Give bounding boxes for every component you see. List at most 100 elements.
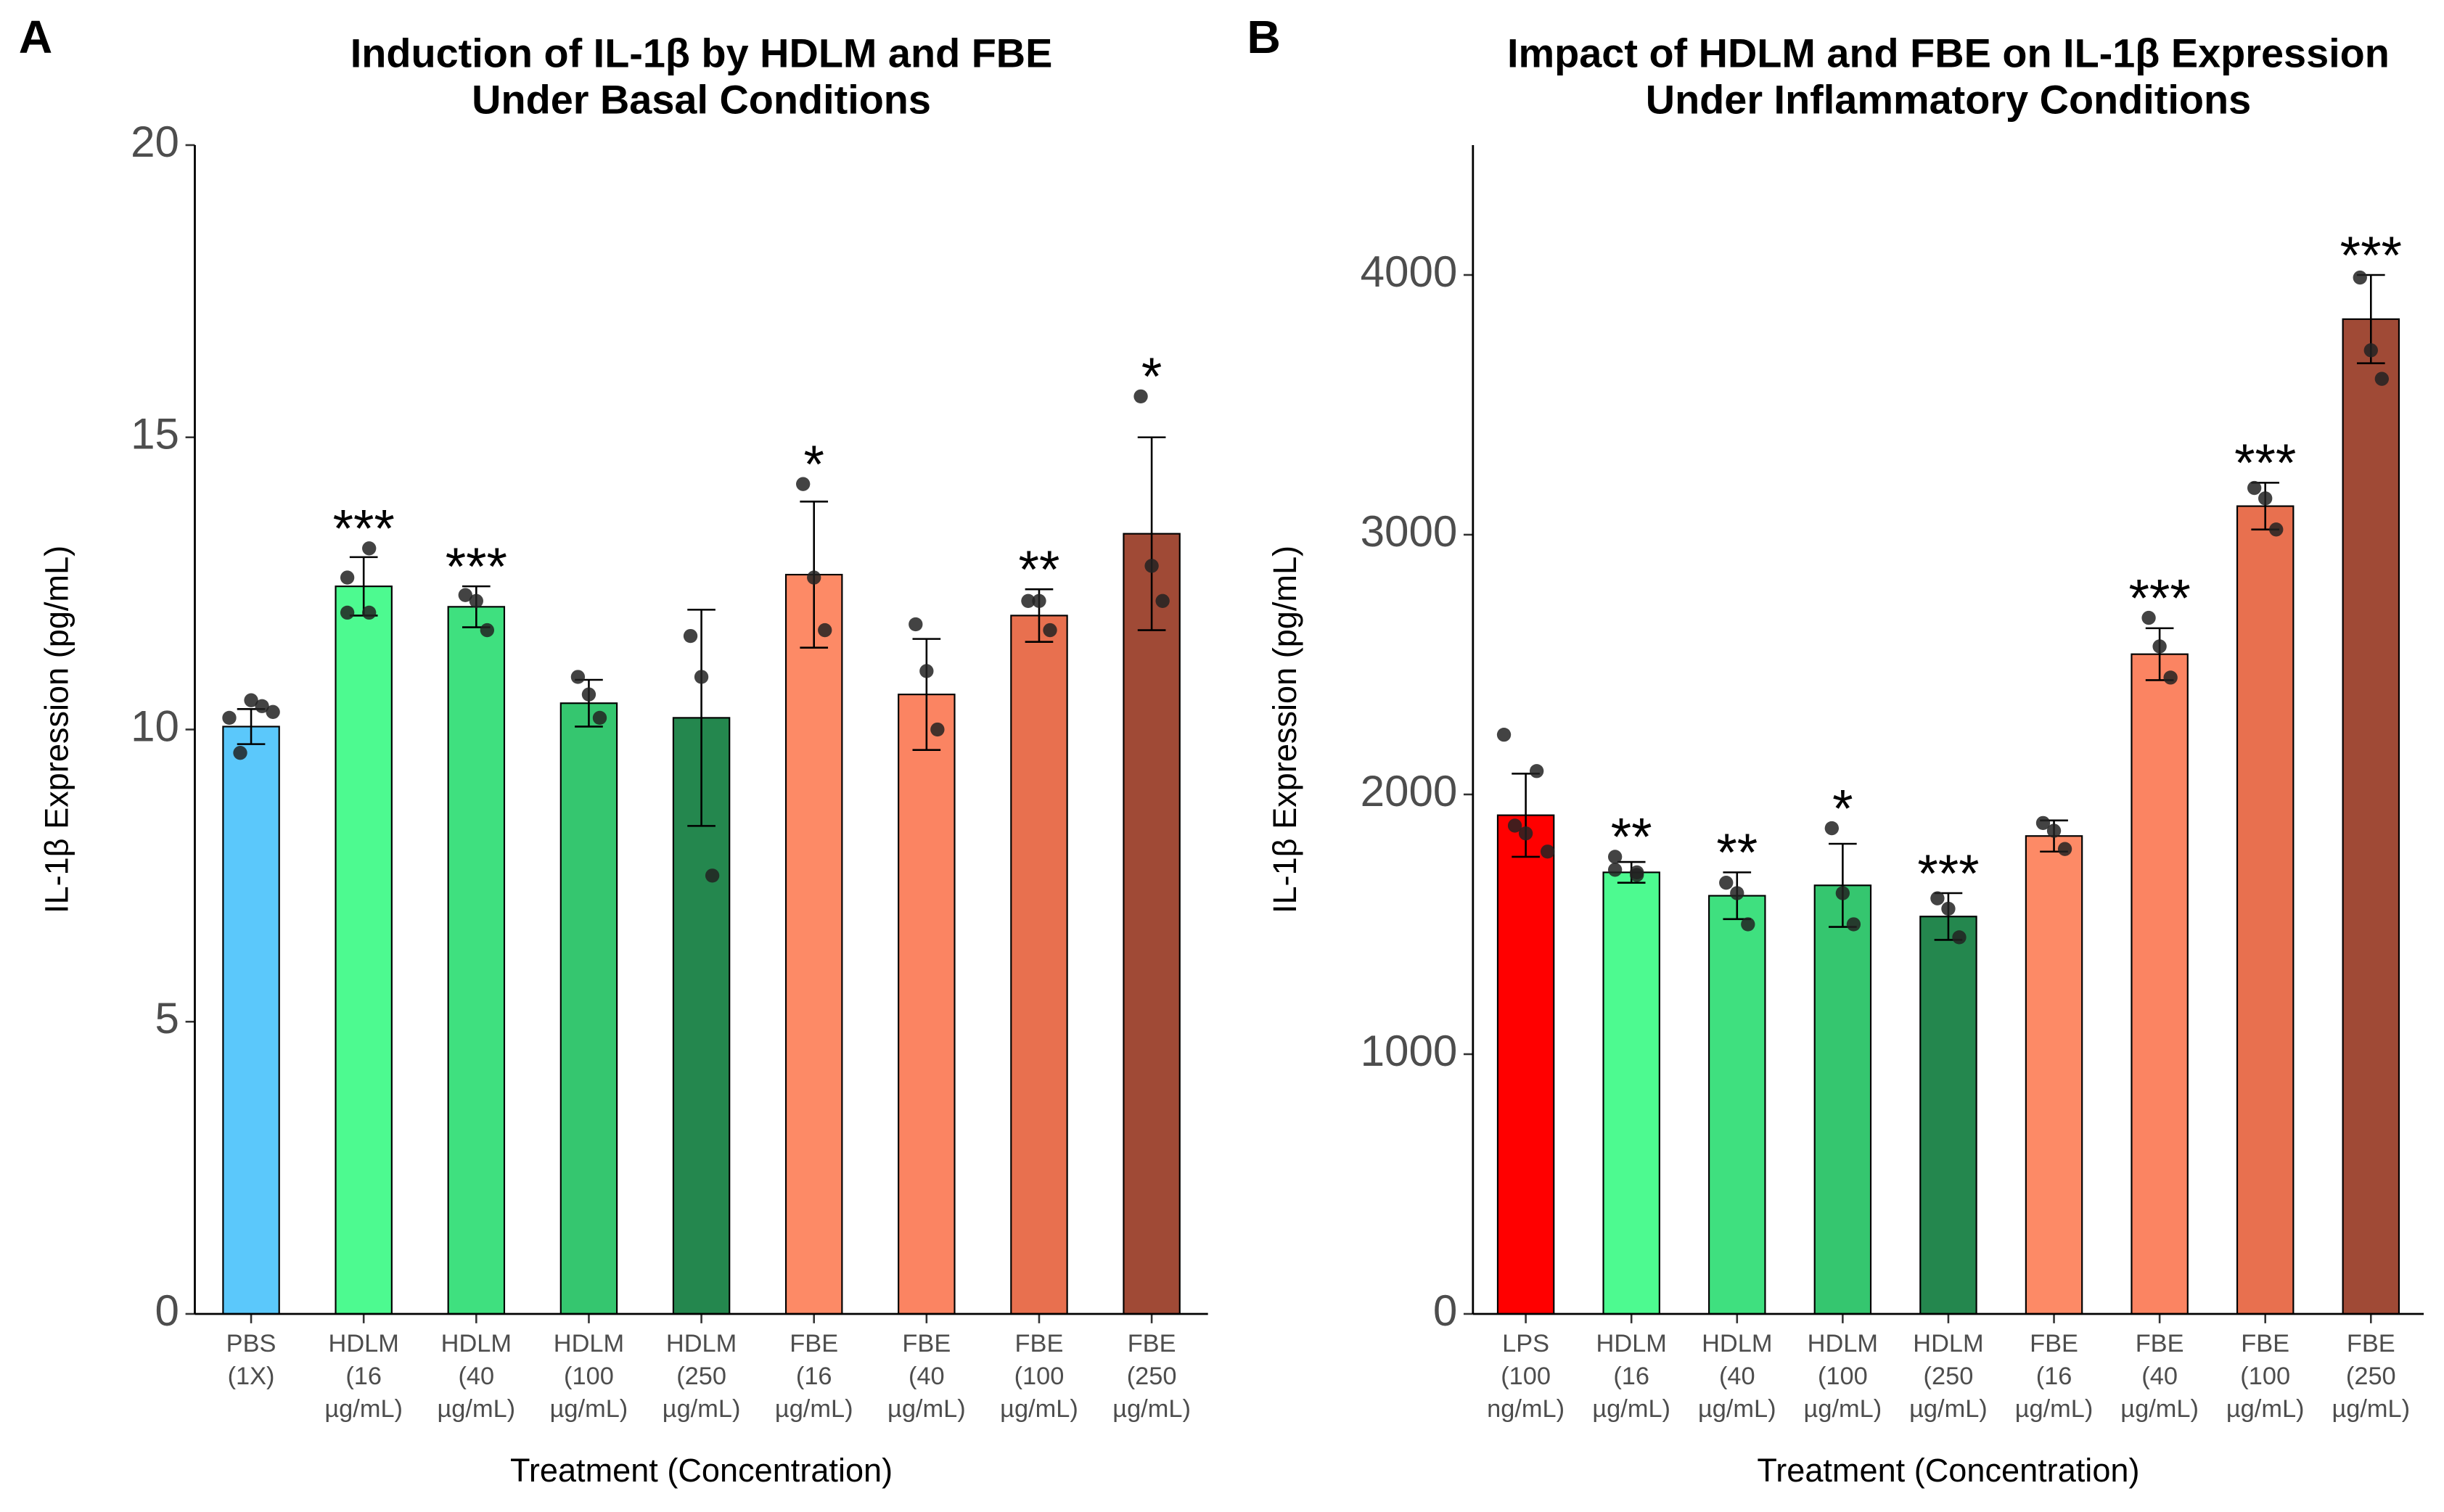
data-point: [2247, 480, 2262, 496]
x-tick-label: µg/mL): [1909, 1395, 1988, 1423]
chart-title: Under Inflammatory Conditions: [1646, 77, 2251, 123]
data-point: [1133, 389, 1148, 404]
significance: *: [1141, 348, 1162, 406]
significance: ***: [2128, 569, 2190, 628]
data-point: [2258, 491, 2273, 506]
y-tick-label: 2000: [1361, 767, 1458, 815]
x-tick-label: µg/mL): [1592, 1395, 1670, 1423]
data-point: [1835, 886, 1850, 900]
bar: [2025, 835, 2083, 1315]
data-point: [1952, 930, 1967, 945]
x-axis-label: Treatment (Concentration): [510, 1452, 893, 1489]
data-point: [1607, 863, 1623, 877]
data-point: [1719, 876, 1734, 890]
data-point: [694, 670, 709, 684]
data-point: [1846, 917, 1861, 932]
data-point: [1144, 559, 1159, 573]
data-point: [2269, 522, 2284, 537]
data-point: [1021, 593, 1036, 608]
data-point: [592, 710, 607, 726]
data-point: [255, 699, 269, 713]
data-point: [233, 746, 247, 760]
bar: [559, 702, 618, 1315]
x-tick-label: HDLM: [1913, 1330, 1983, 1357]
bar: [1123, 533, 1181, 1315]
x-tick-label: (250: [676, 1363, 726, 1390]
significance: **: [1019, 541, 1060, 599]
x-tick-label: (100: [2240, 1363, 2290, 1390]
data-point: [1630, 868, 1644, 882]
bar: [2342, 318, 2400, 1315]
x-tick-label: FBE: [902, 1330, 951, 1357]
bar: [1813, 884, 1872, 1315]
significance: **: [1611, 808, 1652, 867]
data-point: [1529, 764, 1544, 778]
data-point: [1496, 727, 1512, 742]
x-tick-label: (40: [1719, 1363, 1755, 1390]
bar: [1496, 814, 1555, 1315]
x-tick-label: (250: [1924, 1363, 1974, 1390]
x-tick-label: µg/mL): [2015, 1395, 2094, 1423]
x-tick-label: µg/mL): [1000, 1395, 1078, 1423]
chart-title: Under Basal Conditions: [472, 77, 931, 123]
significance: ***: [446, 538, 507, 596]
data-point: [2141, 610, 2156, 625]
x-tick-label: HDLM: [554, 1330, 624, 1357]
significance: *: [1832, 779, 1853, 838]
significance: **: [1716, 823, 1758, 882]
data-point: [469, 593, 483, 608]
bar: [2236, 505, 2295, 1315]
data-point: [570, 670, 586, 684]
x-tick-label: HDLM: [441, 1330, 512, 1357]
data-point: [1518, 826, 1533, 841]
bar: [335, 586, 393, 1315]
data-point: [909, 617, 923, 632]
significance: ***: [333, 500, 395, 559]
data-point: [222, 710, 237, 726]
x-tick-label: (16: [796, 1363, 832, 1390]
bar: [2131, 653, 2189, 1315]
data-point: [362, 541, 377, 556]
y-tick-label: 20: [131, 118, 179, 166]
x-tick-label: µg/mL): [1698, 1395, 1776, 1423]
x-tick-label: FBE: [790, 1330, 838, 1357]
data-point: [2035, 815, 2051, 831]
x-tick-label: (100: [1818, 1363, 1868, 1390]
x-tick-label: (1X): [228, 1363, 275, 1390]
data-point: [1155, 593, 1170, 608]
x-tick-label: µg/mL): [550, 1395, 628, 1423]
significance: ***: [2340, 226, 2402, 285]
x-tick-label: FBE: [1128, 1330, 1176, 1357]
data-point: [266, 704, 280, 719]
y-tick-label: 5: [155, 994, 179, 1043]
x-tick-label: (16: [2036, 1363, 2072, 1390]
bar: [447, 606, 506, 1315]
x-tick-label: µg/mL): [2120, 1395, 2199, 1423]
x-tick-label: FBE: [2347, 1330, 2395, 1357]
y-tick-label: 1000: [1361, 1027, 1458, 1075]
data-point: [919, 664, 934, 678]
data-point: [683, 628, 698, 644]
x-tick-label: µg/mL): [1804, 1395, 1882, 1423]
data-point: [340, 570, 355, 585]
data-point: [2374, 371, 2389, 386]
data-point: [2152, 639, 2167, 654]
x-tick-label: HDLM: [329, 1330, 399, 1357]
y-tick-label: 4000: [1361, 247, 1458, 296]
data-point: [2353, 270, 2367, 285]
x-tick-label: (250: [1127, 1363, 1177, 1390]
x-tick-label: FBE: [2030, 1330, 2078, 1357]
data-point: [818, 623, 832, 638]
bar: [1708, 895, 1766, 1315]
x-tick-label: µg/mL): [324, 1395, 403, 1423]
chart-title: Induction of IL-1β by HDLM and FBE: [350, 30, 1053, 75]
data-point: [1032, 593, 1046, 608]
data-point: [581, 687, 596, 702]
data-point: [1941, 901, 1956, 916]
x-tick-label: µg/mL): [663, 1395, 741, 1423]
x-tick-label: FBE: [2241, 1330, 2289, 1357]
x-tick-label: µg/mL): [2332, 1395, 2410, 1423]
significance: ***: [2234, 434, 2296, 493]
data-point: [340, 605, 355, 620]
